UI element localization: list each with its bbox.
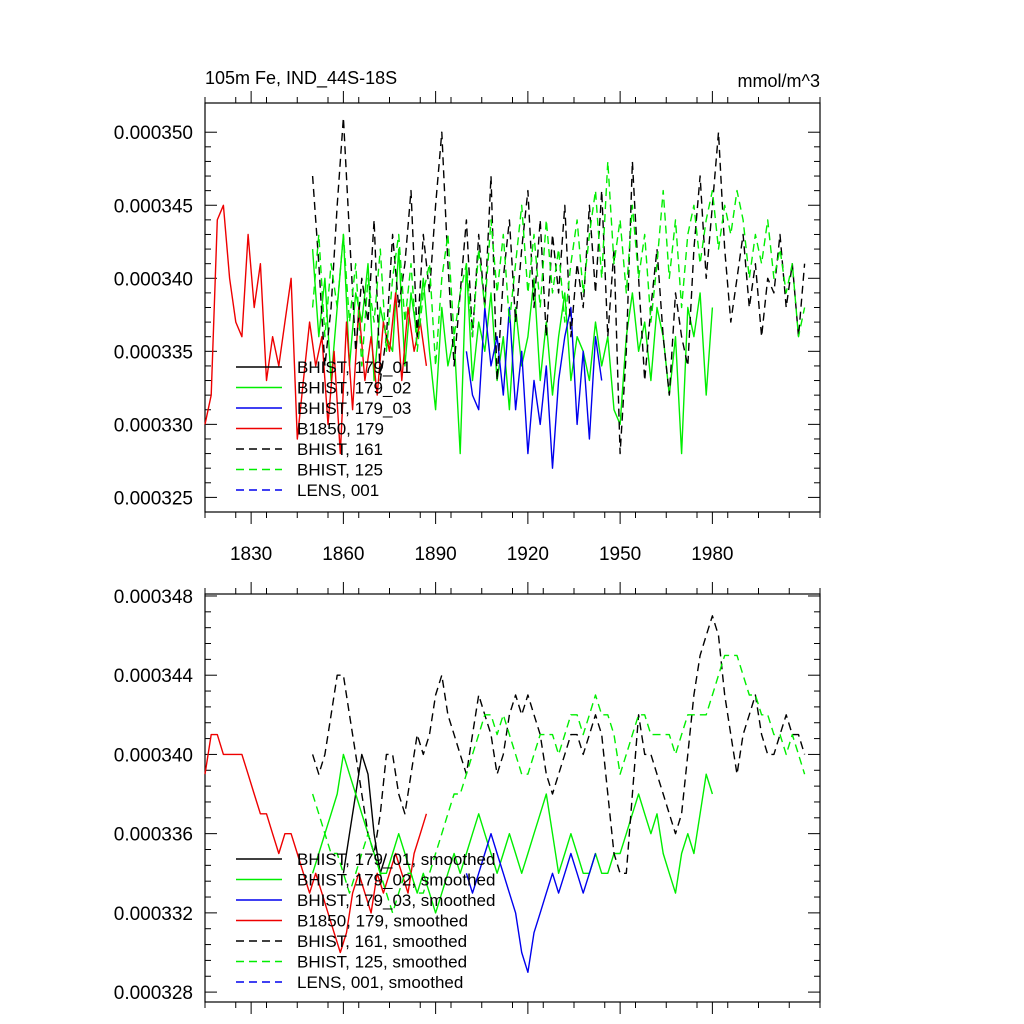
y-tick-label: 0.000328: [114, 983, 193, 1004]
y-tick-label: 0.000332: [114, 904, 193, 925]
panel-1: 0.000325 0.000330 0.000335 0.000340 0.000345…: [114, 68, 821, 565]
y-tick-label: 0.000336: [114, 825, 193, 846]
y-tick-label: 0.000335: [114, 342, 193, 363]
legend-label: BHIST, 125, smoothed: [297, 953, 467, 972]
x-tick-label: 1890: [414, 544, 456, 565]
legend-label: B1850, 179, smoothed: [297, 912, 468, 931]
chart-title: 105m Fe, IND_44S-18S: [205, 68, 397, 89]
y-tick-label: 0.000350: [114, 123, 193, 144]
series-line-b1850-179: [204, 204, 428, 455]
units-label: mmol/m^3: [738, 71, 820, 91]
legend-label: BHIST, 179_01, smoothed: [297, 850, 495, 869]
x-tick-label: 1950: [599, 544, 641, 565]
panel-2: 0.000328 0.000332 0.000336 0.000340 0.000344…: [114, 582, 821, 1014]
series-line-bhist-125-smoothed: [311, 654, 806, 914]
y-tick-label: 0.000344: [114, 666, 194, 687]
series-line-b1850-179-smoothed: [204, 733, 428, 954]
series-line-bhist-179-03-smoothed: [465, 833, 597, 973]
series-line-bhist-125: [311, 160, 806, 367]
y-tick-label: 0.000340: [114, 745, 193, 766]
legend-label: LENS, 001, smoothed: [297, 973, 463, 992]
legend-label: BHIST, 179_03: [297, 399, 411, 418]
legend-label: BHIST, 161, smoothed: [297, 932, 467, 951]
x-tick-label: 1980: [691, 544, 733, 565]
legend: BHIST, 179_01, smoothed BHIST, 179_02, sm…: [236, 850, 495, 992]
legend-label: BHIST, 179_02: [297, 379, 411, 398]
x-tick-label: 1830: [230, 544, 272, 565]
x-tick-label: 1860: [322, 544, 364, 565]
series-line-bhist-161-smoothed: [311, 615, 806, 874]
y-tick-label: 0.000340: [114, 269, 193, 290]
legend-label: B1850, 179: [297, 420, 384, 439]
legend-label: LENS, 001: [297, 481, 379, 500]
y-tick-label: 0.000345: [114, 196, 193, 217]
legend-label: BHIST, 179_02, smoothed: [297, 871, 495, 890]
x-tick-label: 1920: [507, 544, 549, 565]
y-tick-label: 0.000325: [114, 488, 193, 509]
series-line-bhist-179-01-smoothed: [342, 753, 388, 874]
y-tick-label: 0.000348: [114, 587, 193, 608]
legend-label: BHIST, 161: [297, 440, 383, 459]
legend-label: BHIST, 179_03, smoothed: [297, 891, 495, 910]
series-line-bhist-179-03: [465, 306, 603, 469]
legend-label: BHIST, 125: [297, 461, 383, 480]
y-tick-label: 0.000330: [114, 415, 193, 436]
legend-label: BHIST, 179_01: [297, 358, 411, 377]
